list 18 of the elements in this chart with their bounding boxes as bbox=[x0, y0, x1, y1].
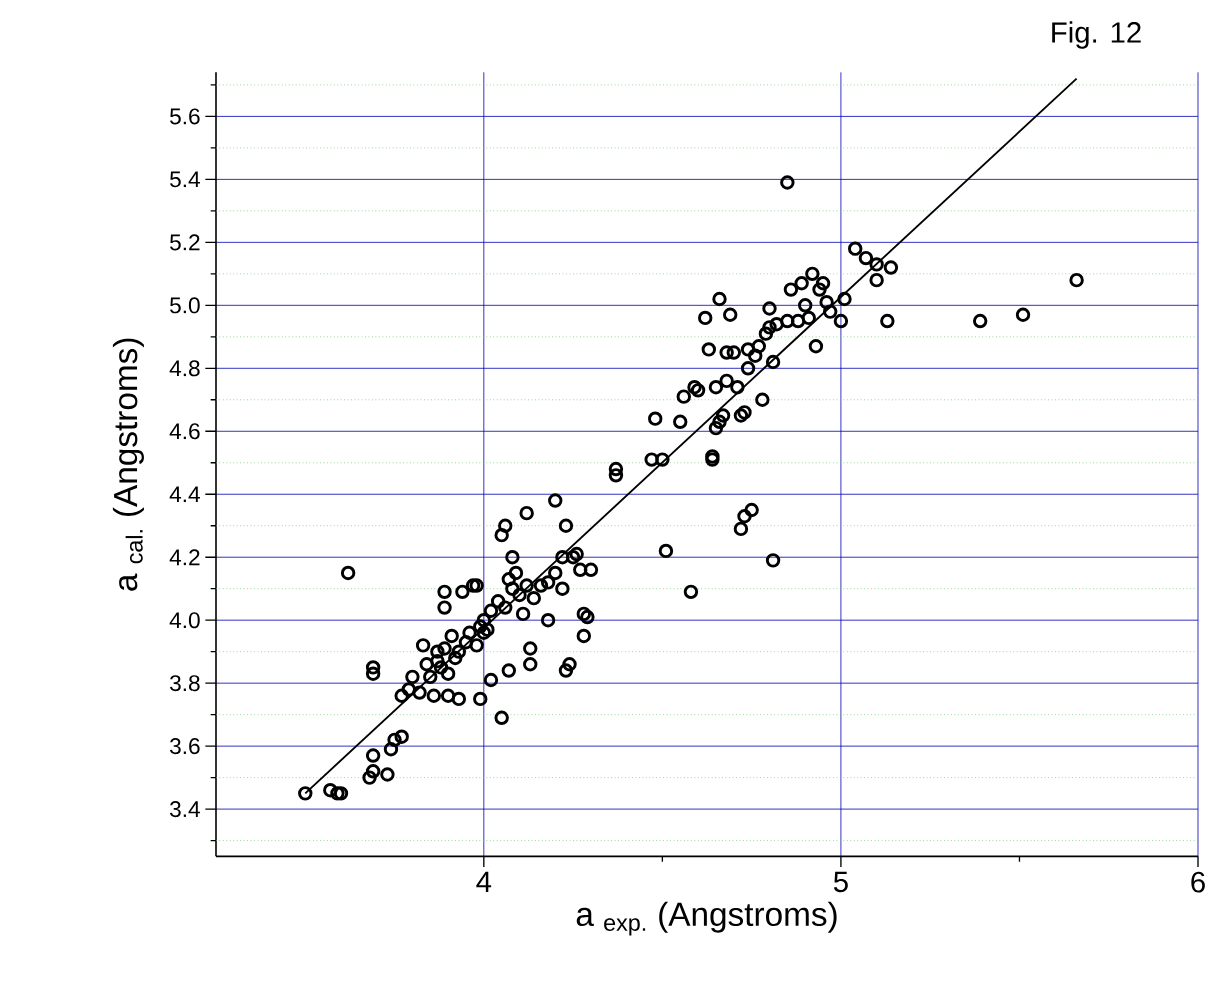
x-tick-label: 6 bbox=[1191, 871, 1205, 893]
y-tick-label: 4.8 bbox=[169, 360, 200, 377]
y-tick-label: 3.4 bbox=[169, 801, 200, 818]
y-tick-label: 4.0 bbox=[169, 612, 200, 629]
y-tick-label: 4.6 bbox=[169, 423, 200, 440]
y-axis-title: a $_{cal.}$ (Angstroms) bbox=[112, 338, 144, 591]
y-tick-label: 4.4 bbox=[169, 486, 200, 503]
x-axis-title: a $_{exp.}$ (Angstroms) bbox=[576, 901, 837, 936]
y-tick-label: 5.2 bbox=[170, 234, 200, 251]
x-tick-label: 4 bbox=[476, 871, 492, 892]
y-tick-label: 3.6 bbox=[169, 738, 200, 755]
chart-title: Fig. 12 bbox=[1052, 21, 1141, 49]
y-tick-label: 5.6 bbox=[170, 108, 200, 125]
y-tick-label: 5.0 bbox=[170, 297, 200, 314]
y-tick-label: 3.8 bbox=[169, 675, 200, 692]
x-tick-label: 5 bbox=[833, 871, 848, 893]
y-tick-label: 5.4 bbox=[170, 171, 200, 188]
y-tick-label: 4.2 bbox=[169, 549, 200, 566]
